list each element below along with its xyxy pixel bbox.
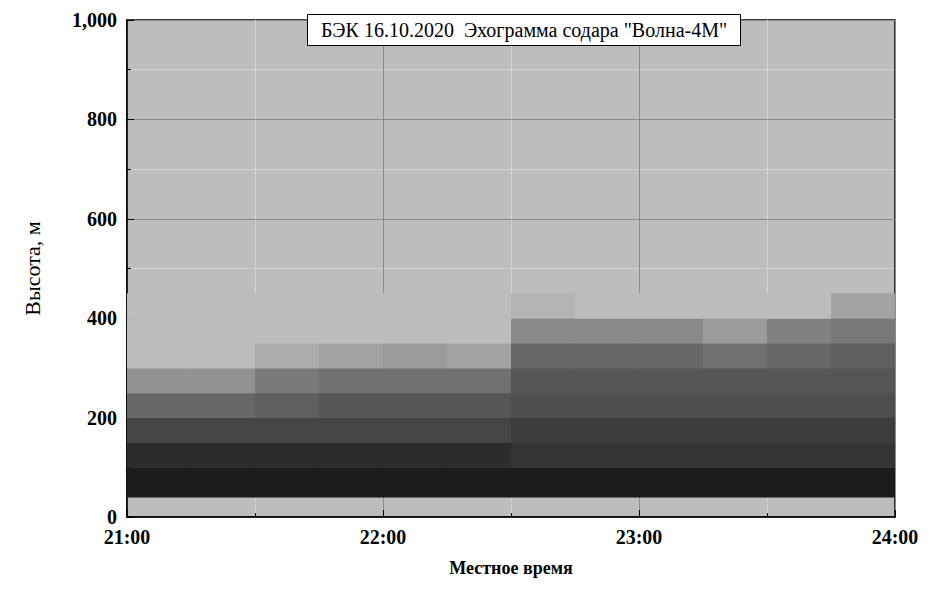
svg-text:22:00: 22:00	[360, 526, 407, 548]
svg-text:800: 800	[87, 108, 117, 130]
svg-text:Высота, м: Высота, м	[20, 221, 45, 316]
svg-text:24:00: 24:00	[872, 526, 919, 548]
svg-text:БЭК 16.10.2020 Эхограмма сода: БЭК 16.10.2020 Эхограмма содара "Волна-4…	[321, 19, 727, 42]
svg-text:23:00: 23:00	[616, 526, 663, 548]
svg-text:0: 0	[107, 506, 117, 528]
svg-text:1,000: 1,000	[72, 9, 117, 31]
svg-text:200: 200	[87, 407, 117, 429]
svg-text:600: 600	[87, 208, 117, 230]
svg-text:21:00: 21:00	[104, 526, 151, 548]
svg-text:400: 400	[87, 307, 117, 329]
svg-text:Местное время: Местное время	[449, 558, 573, 578]
